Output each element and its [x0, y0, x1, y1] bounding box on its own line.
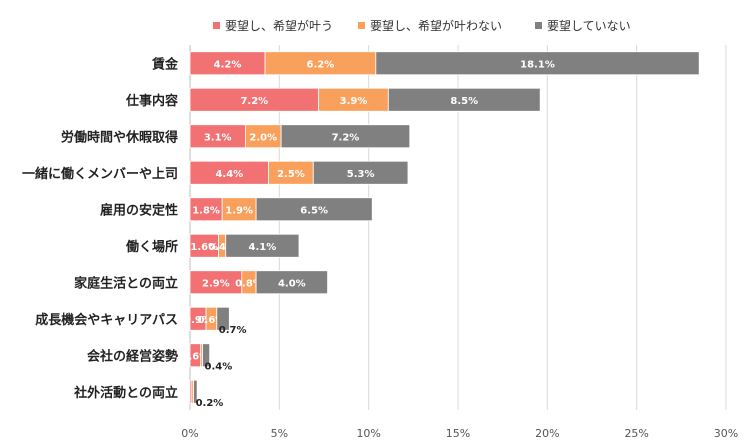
data-label: 6.2% [307, 59, 335, 70]
data-label: 1.8% [192, 205, 220, 216]
bar-segment [202, 343, 211, 368]
category-label: 雇用の安定性 [100, 202, 178, 218]
category-labels: 賃金仕事内容労働時間や休暇取得一緒に働くメンバーや上司雇用の安定性働く場所家庭生… [22, 56, 179, 401]
data-label: 0.7% [219, 325, 247, 336]
category-label: 成長機会やキャリアパス [35, 312, 178, 328]
data-label: 0.4% [208, 242, 236, 253]
data-label: 7.2% [332, 132, 360, 143]
bar-segment [255, 197, 373, 222]
x-tick-label: 20% [535, 427, 559, 440]
category-label: 社外活動との両立 [73, 385, 178, 401]
bars: 4.2% 6.2% 18.1% 7.2% 3.9% 8.5% 3.1% 2.0% 7.2% 4.4… [181, 51, 700, 409]
legend-swatch [535, 22, 542, 29]
x-tick-label: 10% [356, 427, 380, 440]
x-tick-label: 0% [181, 427, 198, 440]
data-label: 0.2% [196, 398, 224, 409]
category-label: 一緒に働くメンバーや上司 [22, 166, 178, 182]
category-label: 会社の経営姿勢 [87, 348, 178, 364]
x-axis-ticks: 0% 5% 10% 15% 20% 25% 30% [181, 427, 738, 440]
bar-segment [225, 233, 300, 258]
data-label: 0.9% [184, 315, 212, 326]
data-label: 0.4% [205, 361, 233, 372]
x-tick-label: 25% [624, 427, 648, 440]
data-label: 0.8% [235, 278, 263, 289]
category-label: 家庭生活との両立 [74, 275, 178, 291]
data-label: 2.0% [249, 132, 277, 143]
x-tick-label: 30% [714, 427, 738, 440]
data-label: 3.9% [340, 96, 368, 107]
data-label: 2.9% [202, 278, 230, 289]
category-label: 働く場所 [125, 239, 178, 255]
category-label: 労働時間や休暇取得 [61, 129, 178, 145]
bar-segment [193, 379, 198, 404]
data-label: 0.6% [198, 315, 226, 326]
data-label: 4.0% [278, 278, 306, 289]
data-label: 2.5% [277, 169, 305, 180]
legend-label: 要望し、希望が叶わない [370, 18, 502, 33]
legend-label: 要望し、希望が叶う [225, 18, 333, 33]
legend-label: 要望していない [547, 19, 631, 33]
bar-segment [255, 270, 328, 295]
category-label: 仕事内容 [125, 93, 178, 109]
legend-swatch [213, 22, 220, 29]
data-label: 5.3% [347, 169, 375, 180]
data-label: 4.4% [215, 169, 243, 180]
legend: 要望し、希望が叶う 要望し、希望が叶わない 要望していない [213, 18, 631, 33]
bar-segment [312, 160, 409, 185]
x-tick-label: 5% [271, 427, 288, 440]
data-label: 4.1% [248, 242, 276, 253]
category-label: 賃金 [151, 56, 179, 72]
data-label: 6.5% [300, 205, 328, 216]
bar-segment [375, 51, 700, 76]
data-label: 0.6% [181, 351, 209, 362]
bar-segment [216, 306, 230, 331]
data-label: 3.1% [204, 132, 232, 143]
data-label: 18.1% [520, 59, 555, 70]
data-label: 8.5% [450, 96, 478, 107]
data-label: 4.2% [214, 59, 242, 70]
bar-segment [387, 87, 541, 112]
bar-segment [280, 124, 411, 149]
data-label: 7.2% [240, 96, 268, 107]
legend-swatch [358, 22, 365, 29]
data-label: 1.9% [225, 205, 253, 216]
data-label: 1.6% [190, 242, 218, 253]
x-tick-label: 15% [446, 427, 470, 440]
